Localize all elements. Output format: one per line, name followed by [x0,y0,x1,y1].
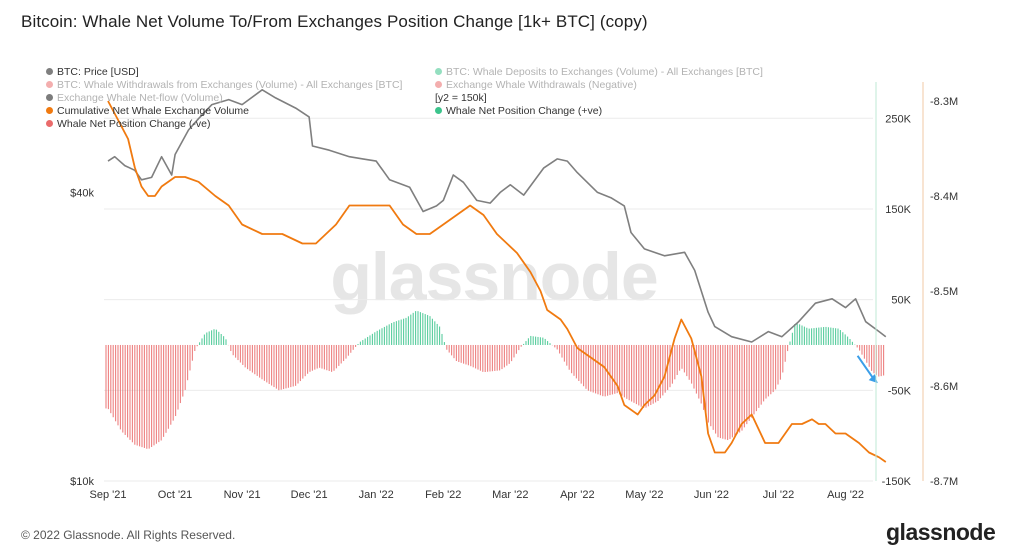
legend-item[interactable]: Whale Net Position Change (-ve) [46,118,211,131]
chart-title: Bitcoin: Whale Net Volume To/From Exchan… [21,12,648,31]
y-right-tick-label: -8.3M [930,96,958,108]
legend-item[interactable]: [y2 = 150k] [435,92,487,105]
legend-swatch [46,67,53,75]
copyright: © 2022 Glassnode. All Rights Reserved. [21,528,236,542]
legend-swatch [435,106,442,114]
annotation-arrow [856,355,875,380]
legend-swatch [46,93,53,101]
x-tick-label: Aug '22 [827,489,864,501]
x-tick-label: Jun '22 [694,489,729,501]
y-right-tick-label: -8.4M [930,191,958,203]
y-mid-tick-label: 250K [885,113,911,125]
x-tick-label: Mar '22 [492,489,528,501]
line-series [107,89,887,463]
legend-item[interactable]: BTC: Price [USD] [46,66,139,79]
bar-series [105,311,885,449]
legend-label: Exchange Whale Net-flow (Volume) [57,92,223,104]
legend-swatch [46,119,53,127]
legend-item[interactable]: Cumulative Net Whale Exchange Volume [46,105,249,118]
legend-label: Cumulative Net Whale Exchange Volume [57,105,250,117]
price-line [107,89,887,343]
y-left-tick-label: $10k [70,476,94,488]
watermark: glassnode [330,239,657,315]
legend-item[interactable]: BTC: Whale Withdrawals from Exchanges (V… [46,79,402,92]
x-tick-label: Apr '22 [560,489,595,501]
brand-logo: glassnode [886,519,996,545]
y-mid-tick-label: -150K [882,476,912,488]
legend-swatch [435,67,442,75]
legend-item[interactable]: Exchange Whale Withdrawals (Negative) [435,79,637,92]
x-tick-label: Nov '21 [224,489,261,501]
legend-label: Whale Net Position Change (-ve) [57,118,211,130]
y-left-tick-label: $40k [70,187,94,199]
legend-swatch [46,80,53,88]
y-mid-tick-label: -50K [888,385,912,397]
legend-label: BTC: Whale Deposits to Exchanges (Volume… [446,66,763,78]
legend-item[interactable]: Exchange Whale Net-flow (Volume) [46,92,223,105]
x-tick-label: Oct '21 [158,489,193,501]
legend-label: Whale Net Position Change (+ve) [446,105,603,117]
annotation-arrowhead [868,374,878,384]
legend-label: [y2 = 150k] [435,92,487,104]
x-tick-label: Jul '22 [763,489,794,501]
y-right-tick-label: -8.7M [930,476,958,488]
x-tick-label: Dec '21 [291,489,328,501]
axes: Sep '21 Oct '21 Nov '21 Dec '21 Jan '22 Feb '… [70,82,958,501]
legend-swatch [46,106,53,114]
x-tick-label: Sep '21 [90,489,127,501]
x-tick-label: Jan '22 [359,489,394,501]
legend-swatch [435,80,442,88]
legend-label: BTC: Price [USD] [57,66,139,78]
x-tick-label: May '22 [625,489,663,501]
y-mid-tick-label: 150K [885,204,911,216]
legend-item[interactable]: BTC: Whale Deposits to Exchanges (Volume… [435,66,763,79]
legend-label: Exchange Whale Withdrawals (Negative) [446,79,637,91]
y-right-tick-label: -8.6M [930,381,958,393]
chart-plot: glassnode Sep '21 Oct '21 Nov '21 Dec '21 Ja… [70,82,958,501]
legend-item[interactable]: Whale Net Position Change (+ve) [435,105,602,118]
y-right-tick-label: -8.5M [930,286,958,298]
legend-label: BTC: Whale Withdrawals from Exchanges (V… [57,79,403,91]
x-tick-label: Feb '22 [425,489,461,501]
cumulative-line [107,100,887,463]
y-mid-tick-label: 50K [891,295,911,307]
